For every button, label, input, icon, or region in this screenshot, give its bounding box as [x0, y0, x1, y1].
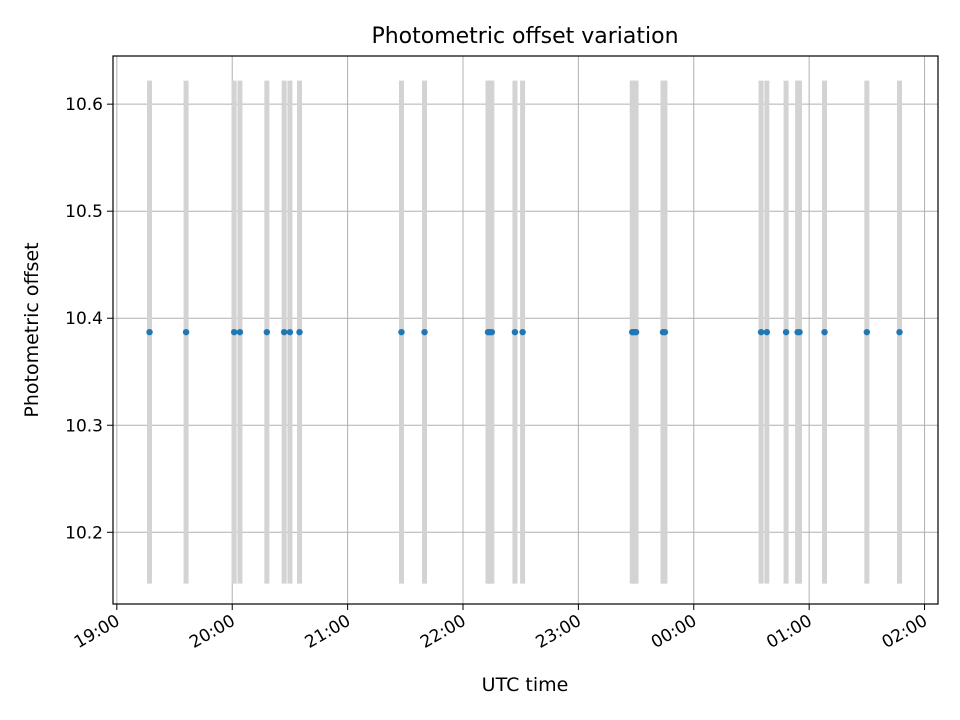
data-point — [263, 328, 271, 336]
data-point — [280, 328, 288, 336]
chart-title: Photometric offset variation — [371, 24, 678, 49]
data-point — [782, 328, 790, 336]
y-tick-label: 10.6 — [65, 95, 103, 115]
data-point — [763, 328, 771, 336]
y-tick-label: 10.3 — [65, 416, 103, 436]
data-point — [146, 328, 153, 336]
data-point — [519, 328, 526, 336]
data-points — [146, 328, 903, 336]
y-tick-label: 10.5 — [65, 202, 103, 222]
data-point — [863, 328, 871, 336]
data-point — [421, 328, 428, 336]
plot-frame — [112, 55, 939, 605]
x-axis-label: UTC time — [482, 674, 569, 696]
data-point — [896, 328, 903, 336]
data-point — [757, 328, 765, 336]
data-point — [488, 328, 496, 336]
data-point — [236, 328, 244, 336]
data-point — [661, 328, 669, 336]
y-axis-label: Photometric offset — [21, 242, 43, 417]
data-point — [182, 328, 190, 336]
y-axis-ticks: 10.2 10.3 10.4 10.5 10.6 — [65, 95, 113, 543]
y-tick-label: 10.2 — [65, 523, 103, 543]
y-tick-label: 10.4 — [65, 309, 103, 329]
data-point — [286, 328, 294, 336]
data-point — [296, 328, 303, 336]
data-point — [230, 328, 238, 336]
data-point — [821, 328, 828, 336]
data-point — [796, 328, 803, 336]
data-point — [511, 328, 519, 336]
data-point — [632, 328, 640, 336]
data-point — [398, 328, 405, 336]
